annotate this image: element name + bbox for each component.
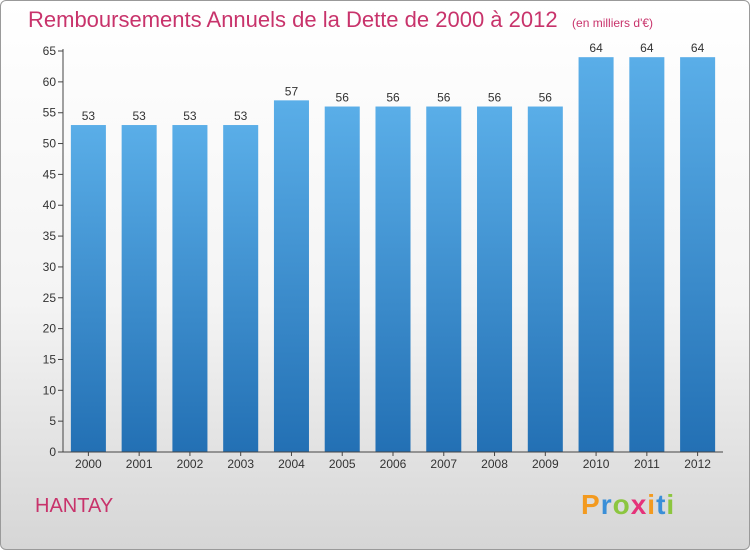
proxiti-logo: Proxiti [581, 489, 675, 521]
y-tick-label: 55 [43, 106, 57, 120]
bar [527, 106, 563, 453]
y-tick-label: 25 [43, 291, 57, 305]
bar-value-label: 53 [183, 109, 197, 123]
y-tick-label: 10 [43, 383, 57, 397]
logo-letter: P [581, 489, 601, 520]
logo-letter: r [600, 489, 613, 520]
bar-value-label: 64 [640, 41, 654, 55]
bar [172, 125, 208, 453]
bar [629, 57, 665, 453]
y-tick-label: 5 [49, 414, 56, 428]
bar-value-label: 57 [285, 84, 299, 98]
x-tick-label: 2003 [227, 457, 254, 471]
bar [273, 100, 309, 452]
commune-name: HANTAY [35, 495, 114, 517]
bar-value-label: 56 [488, 91, 502, 105]
x-tick-label: 2011 [634, 457, 660, 471]
bar-value-label: 53 [82, 109, 96, 123]
y-tick-label: 50 [43, 137, 57, 151]
bar [578, 57, 614, 453]
title-row: Remboursements Annuels de la Dette de 20… [28, 7, 653, 33]
x-tick-label: 2006 [380, 457, 407, 471]
y-tick-label: 35 [43, 229, 57, 243]
x-tick-label: 2009 [532, 457, 559, 471]
y-tick-label: 65 [43, 44, 57, 58]
logo-letter: t [656, 489, 667, 520]
bar-value-label: 53 [234, 109, 248, 123]
bar-value-label: 56 [437, 91, 451, 105]
y-tick-label: 0 [49, 445, 56, 459]
bar [375, 106, 411, 453]
y-tick-label: 15 [43, 352, 57, 366]
y-axis: 0 5 10 15 20 25 30 35 40 45 50 55 60 65 [43, 44, 64, 459]
x-tick-label: 2007 [430, 457, 457, 471]
logo-letter: o [612, 489, 631, 520]
bar [223, 125, 259, 453]
x-tick-label: 2010 [583, 457, 610, 471]
x-tick-label: 2000 [75, 457, 102, 471]
bars: 53 53 53 53 57 56 56 56 56 56 64 64 64 [70, 41, 716, 453]
bar [680, 57, 716, 453]
chart-title: Remboursements Annuels de la Dette de 20… [28, 7, 558, 32]
x-axis: 2000 2001 2002 2003 2004 2005 2006 2007 2008 2009… [63, 451, 723, 471]
bar-value-label: 64 [589, 41, 603, 55]
x-tick-label: 2004 [278, 457, 305, 471]
x-tick-label: 2002 [177, 457, 204, 471]
bar-value-label: 56 [336, 91, 350, 105]
y-tick-label: 40 [43, 198, 57, 212]
x-tick-label: 2005 [329, 457, 356, 471]
bar [324, 106, 360, 453]
bar [121, 125, 157, 453]
bar-value-label: 56 [386, 91, 400, 105]
logo-letter: x [630, 489, 648, 520]
x-tick-label: 2001 [126, 457, 153, 471]
y-tick-label: 20 [43, 322, 57, 336]
bar [70, 125, 106, 453]
bar-value-label: 56 [539, 91, 553, 105]
y-tick-label: 30 [43, 260, 57, 274]
x-tick-label: 2012 [684, 457, 711, 471]
logo-letter: i [647, 489, 657, 520]
chart-subtitle: (en milliers d'€) [572, 16, 654, 30]
x-tick-label: 2008 [481, 457, 508, 471]
logo-letter: i [666, 489, 676, 520]
bar [426, 106, 462, 453]
bar [477, 106, 513, 453]
y-tick-label: 60 [43, 75, 57, 89]
bar-value-label: 53 [132, 109, 146, 123]
y-tick-label: 45 [43, 167, 57, 181]
bar-value-label: 64 [691, 41, 705, 55]
